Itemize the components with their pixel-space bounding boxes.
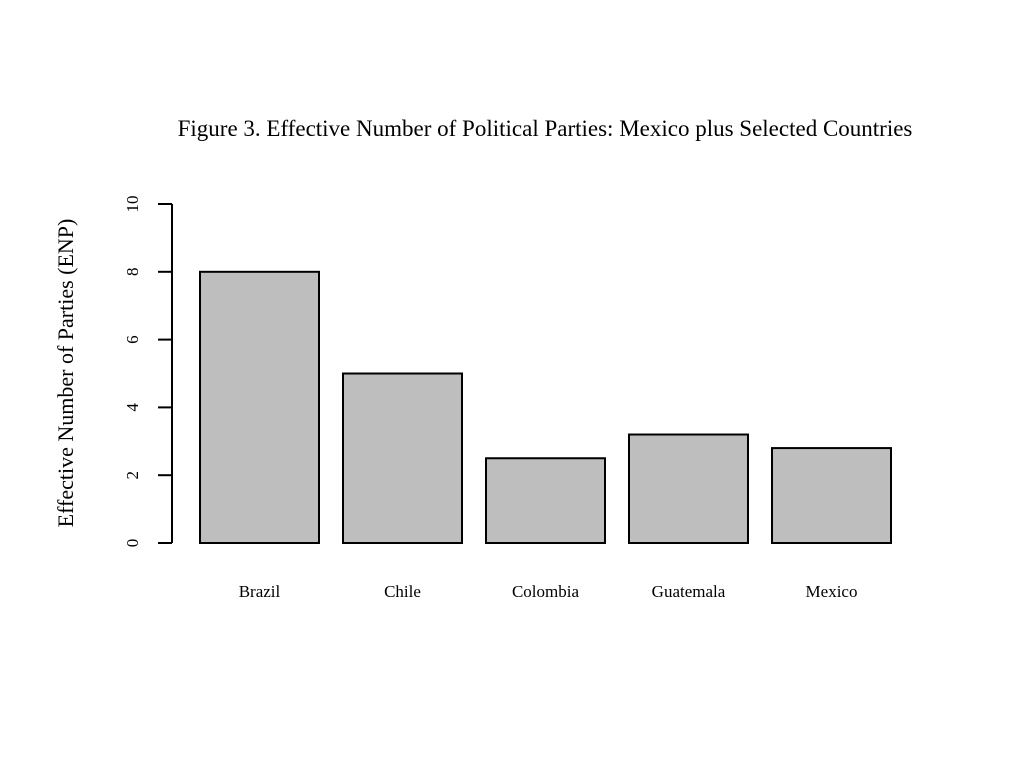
category-label-brazil: Brazil xyxy=(239,582,281,601)
category-label-colombia: Colombia xyxy=(512,582,580,601)
category-label-mexico: Mexico xyxy=(806,582,858,601)
bar-chile xyxy=(342,372,463,544)
y-tick-label: 10 xyxy=(123,196,142,213)
y-tick-label: 4 xyxy=(123,403,142,412)
category-label-chile: Chile xyxy=(384,582,421,601)
chart-title: Figure 3. Effective Number of Political … xyxy=(178,116,913,141)
y-tick-label: 8 xyxy=(123,268,142,277)
y-tick-label: 6 xyxy=(123,335,142,344)
category-labels: Brazil Chile Colombia Guatemala Mexico xyxy=(239,582,858,601)
y-axis-label: Effective Number of Parties (ENP) xyxy=(53,219,78,528)
y-tick-label: 2 xyxy=(123,471,142,480)
bar-brazil xyxy=(199,270,320,544)
bar-colombia xyxy=(485,457,606,544)
category-label-guatemala: Guatemala xyxy=(652,582,726,601)
bars xyxy=(199,270,892,544)
y-tick-label: 0 xyxy=(123,539,142,548)
bar-mexico xyxy=(771,447,892,544)
bar-guatemala xyxy=(628,433,749,544)
y-axis: 0 2 4 6 8 10 xyxy=(123,196,173,548)
